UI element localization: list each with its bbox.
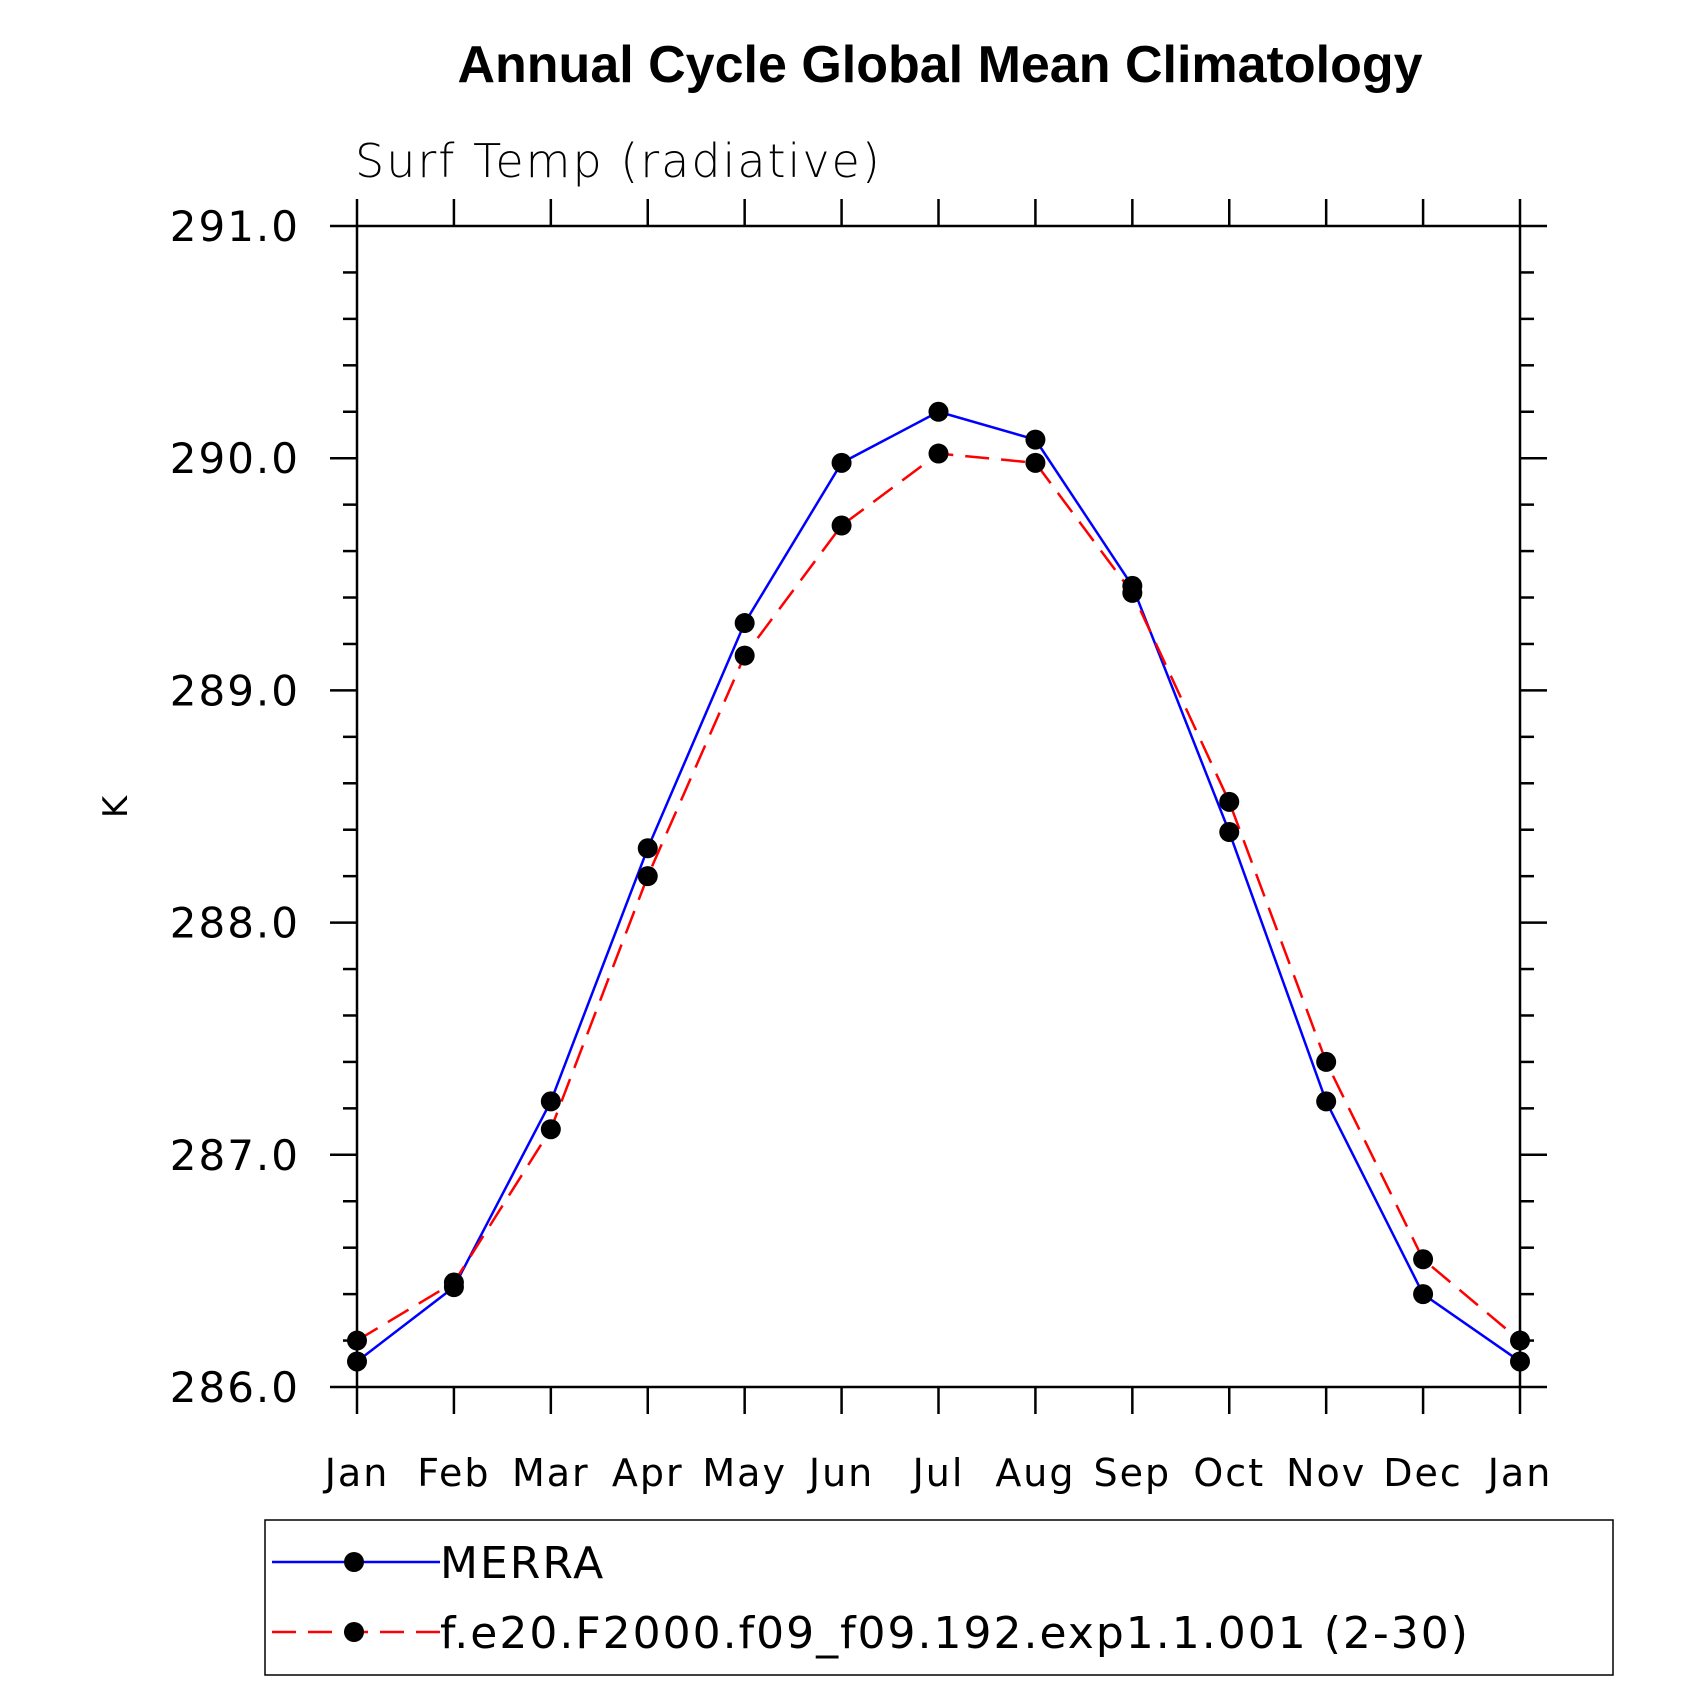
plot-frame xyxy=(355,224,1522,1389)
y-tick-label: 287.0 xyxy=(170,1131,300,1180)
x-tick-label: Jul xyxy=(911,1451,965,1495)
legend-marker-model xyxy=(344,1622,364,1642)
series-1-point xyxy=(831,515,852,536)
series-1-point xyxy=(637,866,658,887)
x-tick-label: Oct xyxy=(1193,1451,1265,1495)
series-0-point xyxy=(831,452,852,473)
series-1-point xyxy=(1025,452,1046,473)
legend-label-model: f.e20.F2000.f09_f09.192.exp1.1.001 (2-30… xyxy=(440,1608,1470,1659)
y-tick-label: 290.0 xyxy=(170,434,300,483)
legend-label-merra: MERRA xyxy=(440,1538,605,1589)
legend-box xyxy=(264,1519,1614,1676)
x-tick-label: May xyxy=(702,1451,787,1495)
x-tick-label: Jan xyxy=(323,1451,390,1495)
series-1-point xyxy=(347,1330,367,1351)
series-0-point xyxy=(1413,1284,1434,1305)
series-1-point xyxy=(1316,1051,1337,1072)
series-1-point xyxy=(540,1119,561,1140)
y-axis-label: K xyxy=(96,794,136,818)
series-1-point xyxy=(928,443,949,464)
series-1-point xyxy=(1510,1330,1530,1351)
chart-title: Annual Cycle Global Mean Climatology xyxy=(457,36,1422,94)
series-line-0 xyxy=(356,410,1521,1363)
series-0-point xyxy=(928,401,949,422)
y-tick-labels: 286.0 287.0 288.0 289.0 290.0 291.0 xyxy=(170,202,300,1412)
series-1-point xyxy=(1219,791,1240,812)
y-tick-label: 286.0 xyxy=(170,1363,300,1412)
series-1-point xyxy=(734,645,755,666)
legend-marker-merra xyxy=(344,1552,364,1572)
y-tick-label: 289.0 xyxy=(170,666,300,715)
chart-subtitle: Surf Temp (radiative) xyxy=(355,134,882,188)
x-tick-label: Aug xyxy=(995,1451,1075,1495)
x-tick-label: Dec xyxy=(1383,1451,1463,1495)
series-1-point xyxy=(1122,582,1143,603)
series-0-point xyxy=(637,838,658,859)
series-0-point xyxy=(734,613,755,634)
series-0-point xyxy=(1219,822,1240,843)
series-1-point xyxy=(443,1272,464,1293)
y-tick-label: 291.0 xyxy=(170,202,300,251)
y-tick-label: 288.0 xyxy=(170,899,300,948)
x-tick-label: Sep xyxy=(1094,1451,1172,1495)
x-tick-label: Jan xyxy=(1486,1451,1553,1495)
series-layer xyxy=(347,401,1530,1372)
x-tick-label: Nov xyxy=(1286,1451,1366,1495)
x-tick-label: Jun xyxy=(807,1451,874,1495)
series-0-point xyxy=(1025,429,1046,450)
x-tick-label: Apr xyxy=(612,1451,684,1495)
series-0-point xyxy=(347,1351,367,1372)
series-1-point xyxy=(1413,1249,1434,1270)
x-tick-labels: Jan Feb Mar Apr May Jun Jul Aug Sep Oct Nov Dec Jan xyxy=(323,1451,1553,1495)
series-line-1 xyxy=(356,452,1521,1342)
legend: MERRA f.e20.F2000.f09_f09.192.exp1.1.001… xyxy=(264,1519,1614,1676)
axis-ticks xyxy=(330,199,1547,1414)
series-0-point xyxy=(1510,1351,1530,1372)
series-0-point xyxy=(540,1091,561,1112)
series-0-point xyxy=(1316,1091,1337,1112)
x-tick-label: Mar xyxy=(512,1451,590,1495)
x-tick-label: Feb xyxy=(417,1451,490,1495)
